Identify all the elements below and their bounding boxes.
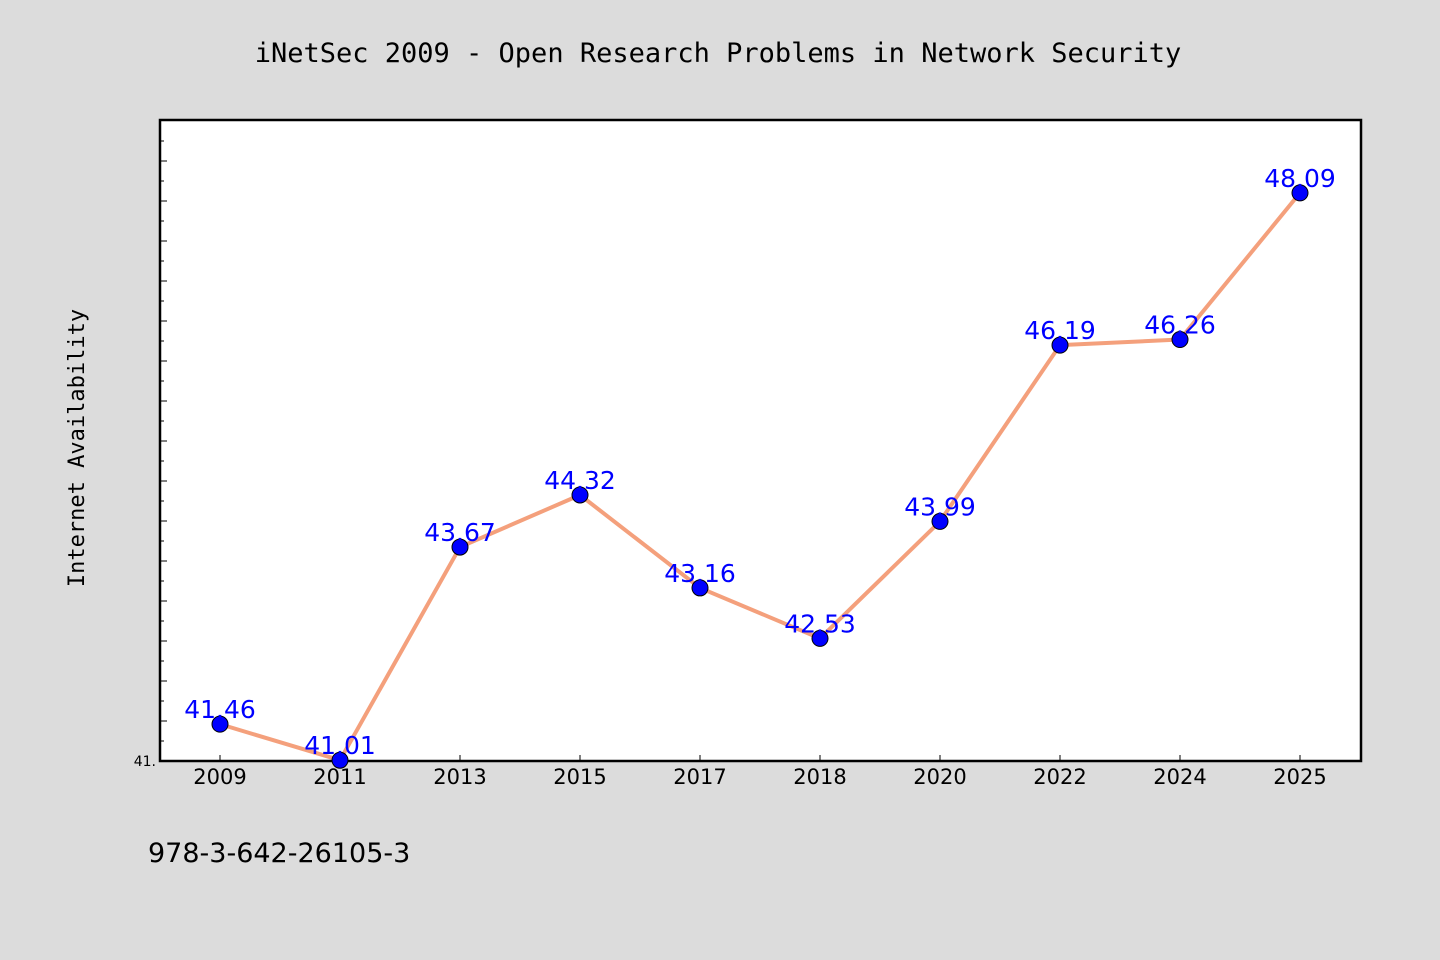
x-tick-label: 2017 <box>673 765 726 789</box>
x-tick-label: 2020 <box>913 765 966 789</box>
data-label: 48.09 <box>1264 164 1336 193</box>
data-point <box>451 538 469 556</box>
plot-area <box>158 118 1363 763</box>
x-tick-label: 2018 <box>793 765 846 789</box>
data-point <box>811 629 829 647</box>
series-line-segment <box>1058 337 1182 348</box>
series-line-segment <box>578 492 702 590</box>
data-label: 43.16 <box>664 559 736 588</box>
x-tick-label: 2015 <box>553 765 606 789</box>
data-label: 46.26 <box>1144 311 1216 340</box>
x-tick-label: 2013 <box>433 765 486 789</box>
y-axis-ticks: 41. <box>134 140 167 770</box>
data-label: 43.99 <box>904 492 976 521</box>
data-label: 46.19 <box>1024 316 1096 345</box>
series-line-segment <box>1178 190 1302 342</box>
data-label: 43.67 <box>424 518 496 547</box>
footer-isbn: 978-3-642-26105-3 <box>148 838 410 869</box>
data-label: 44.32 <box>544 466 616 495</box>
series-line-segment <box>938 343 1062 524</box>
data-point <box>1051 336 1069 354</box>
series-line-segment <box>218 722 342 763</box>
data-point <box>1171 331 1189 349</box>
series-points <box>211 184 1309 769</box>
x-tick-label: 2009 <box>193 765 246 789</box>
data-point <box>931 512 949 530</box>
data-point <box>211 715 229 733</box>
x-axis-ticks: 2009 2011 2013 2015 2017 2018 2020 2022 2024 2025 <box>193 755 1327 789</box>
data-point <box>1291 184 1309 202</box>
x-tick-label: 2024 <box>1153 765 1206 789</box>
data-label: 41.01 <box>304 731 376 760</box>
data-point <box>571 486 589 504</box>
data-point <box>691 579 709 597</box>
y-tick-label: 41. <box>134 754 156 770</box>
chart-title: iNetSec 2009 - Open Research Problems in… <box>255 38 1182 69</box>
data-label: 42.53 <box>784 609 856 638</box>
series-lines <box>218 190 1302 763</box>
series-line-segment <box>458 492 582 550</box>
data-labels: 41.46 41.01 43.67 44.32 43.16 42.53 43.99 46.19… <box>184 164 1336 760</box>
data-point <box>331 751 349 769</box>
x-tick-label: 2022 <box>1033 765 1086 789</box>
series-line-segment <box>818 519 942 641</box>
x-tick-label: 2025 <box>1273 765 1326 789</box>
x-tick-label: 2011 <box>313 765 366 789</box>
series-line-segment <box>338 545 462 763</box>
data-label: 41.46 <box>184 695 256 724</box>
y-axis-label: Internet Availability <box>65 309 90 587</box>
series-line-segment <box>698 585 822 641</box>
